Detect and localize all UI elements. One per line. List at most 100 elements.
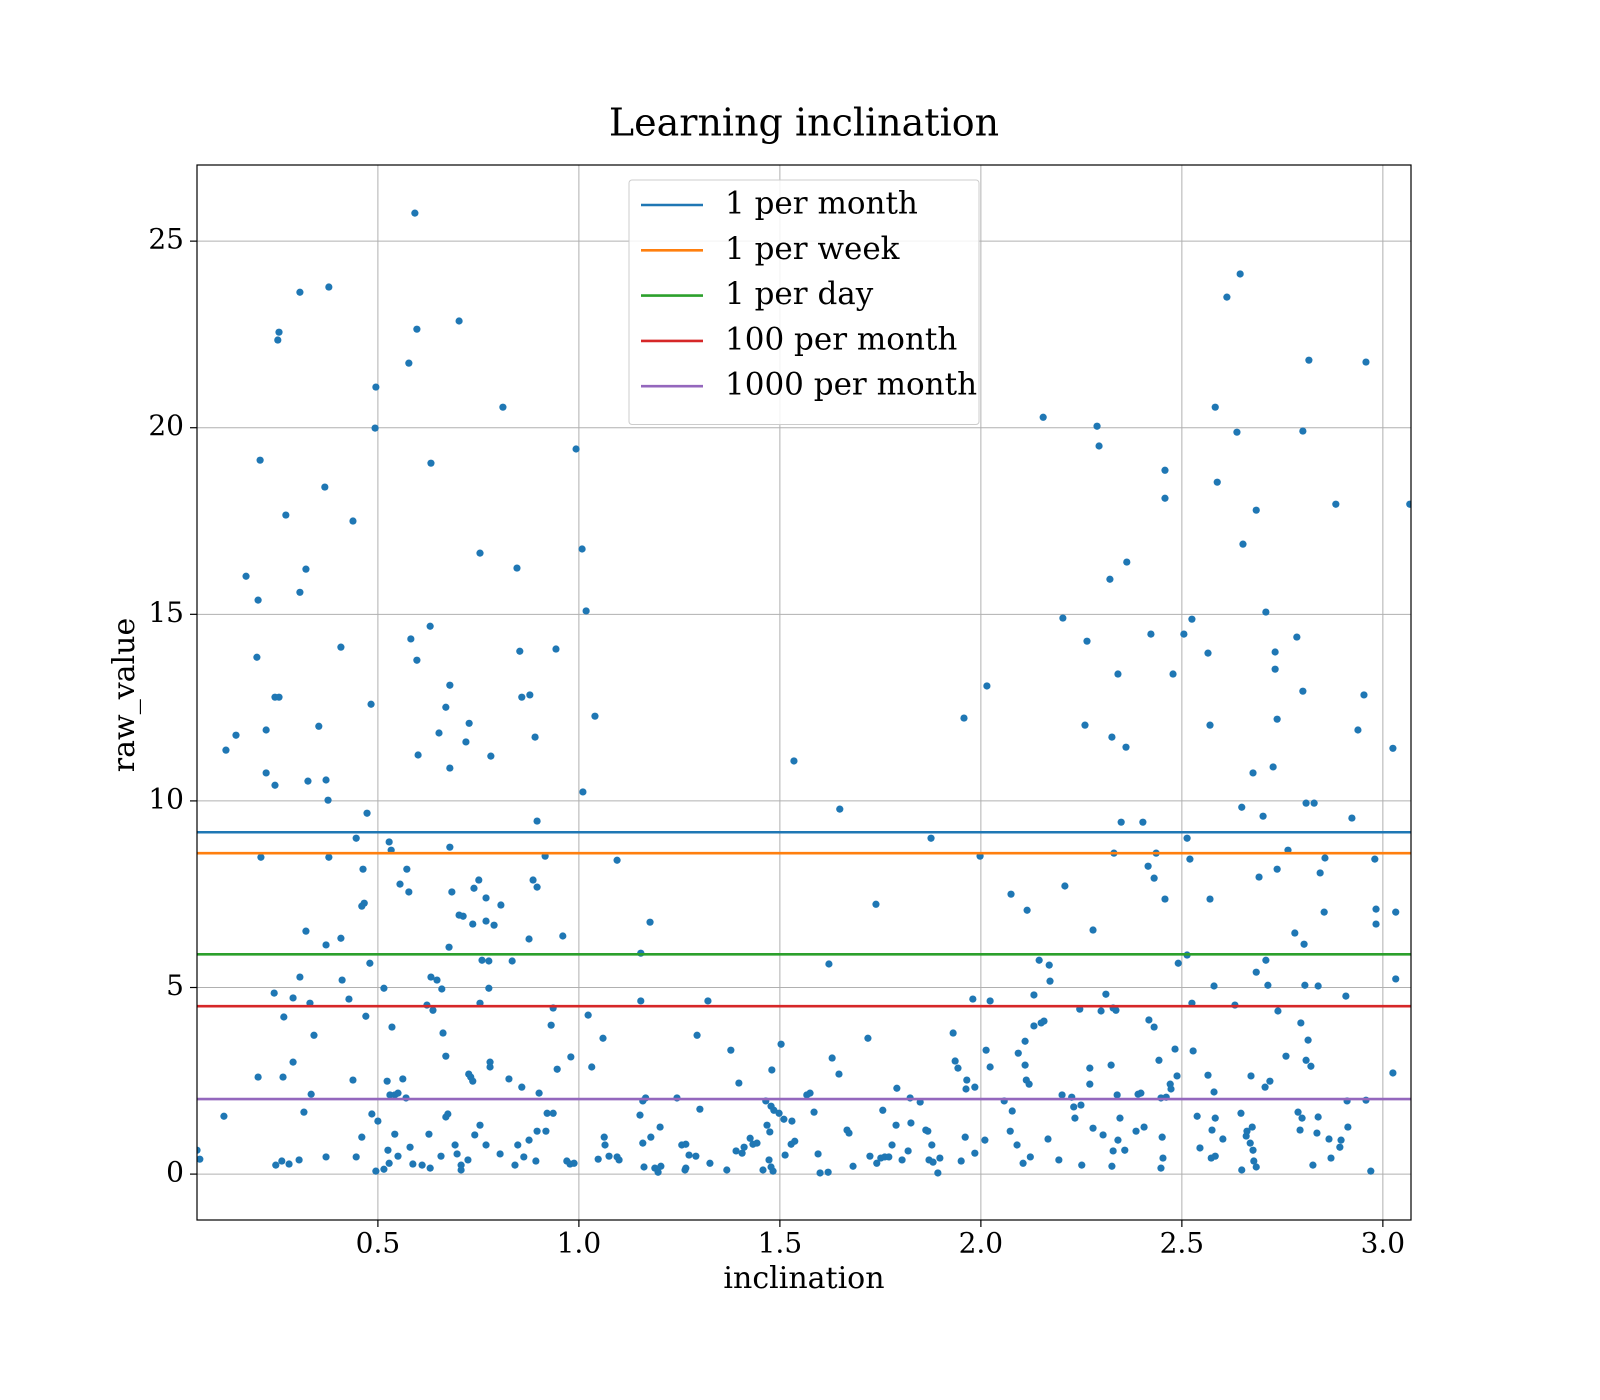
point [682,1140,690,1148]
point [425,1130,433,1138]
point [588,1063,596,1071]
point [961,1133,969,1141]
point [777,1040,785,1048]
point [1239,540,1247,548]
point [986,997,994,1005]
point [1169,670,1177,678]
point [1206,721,1214,729]
point [788,1117,796,1125]
point [790,757,798,765]
point [763,1121,771,1129]
point [1071,1114,1079,1122]
point [302,565,310,573]
point [296,288,304,296]
point [1145,1016,1153,1024]
point [1302,1056,1310,1064]
point [1113,1091,1121,1099]
point [1102,990,1110,998]
point [352,1153,360,1161]
point [1255,873,1263,881]
point [1252,506,1260,514]
point [1371,855,1379,863]
point [296,588,304,596]
point [448,888,456,896]
point [418,1161,426,1169]
point [485,957,493,965]
point [692,1152,700,1160]
point [254,1073,262,1081]
point [599,1034,607,1042]
point [1030,991,1038,999]
point [927,834,935,842]
point [1089,1124,1097,1132]
y-tick-label: 15 [148,596,184,629]
point [640,1163,648,1171]
point [1180,630,1188,638]
point [1348,814,1356,822]
point [1006,1127,1014,1135]
legend-label: 100 per month [725,321,957,357]
point [1250,1157,1258,1165]
point [1122,743,1130,751]
point [1248,1123,1256,1131]
point [552,645,560,653]
point [1273,715,1281,723]
point [1025,1080,1033,1088]
point [1282,1052,1290,1060]
point [1147,630,1155,638]
point [770,1106,778,1114]
point [954,1064,962,1072]
point [904,1147,912,1155]
point [600,1133,608,1141]
point [1061,882,1069,890]
point [496,1150,504,1158]
point [1252,968,1260,976]
point [322,941,330,949]
point [732,1147,740,1155]
point [928,1141,936,1149]
point [368,1110,376,1118]
point [759,1166,767,1174]
point [396,880,404,888]
point [296,973,304,981]
point [533,817,541,825]
x-tick-label: 1.5 [758,1227,803,1260]
point [1296,1126,1304,1134]
point [1077,1101,1085,1109]
point [1211,1152,1219,1160]
point [465,1070,473,1078]
point [559,932,567,940]
point [746,1134,754,1142]
point [1219,1135,1227,1143]
legend-label: 1 per month [725,186,918,222]
point [1246,1139,1254,1147]
point [810,1108,818,1116]
point [893,1084,901,1092]
point [429,1006,437,1014]
point [1252,1163,1260,1171]
point [1261,1083,1269,1091]
point [383,1077,391,1085]
point [735,1079,743,1087]
point [570,1159,578,1167]
point [426,1164,434,1172]
point [1262,608,1270,616]
point [1039,413,1047,421]
point [1161,895,1169,903]
point [279,1073,287,1081]
point [469,1077,477,1085]
point [427,973,435,981]
point [1213,478,1221,486]
point [526,691,534,699]
point [407,635,415,643]
point [1249,769,1257,777]
point [324,796,332,804]
point [740,1143,748,1151]
point [469,920,477,928]
y-tick-label: 20 [148,409,184,442]
point [1293,633,1301,641]
point [907,1119,915,1127]
point [1035,956,1043,964]
point [824,1168,832,1176]
point [766,1128,774,1136]
